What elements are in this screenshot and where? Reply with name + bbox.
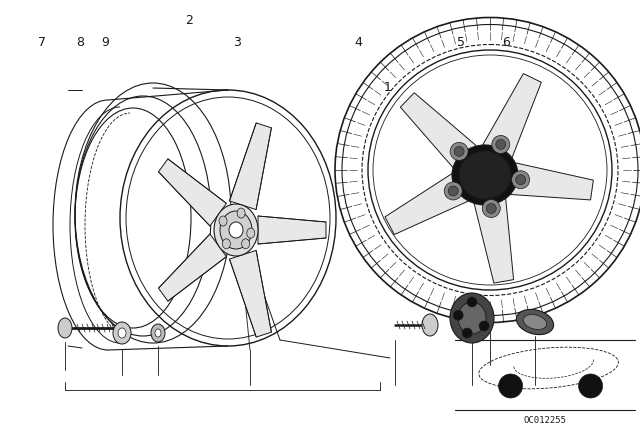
Circle shape: [492, 135, 510, 154]
Ellipse shape: [516, 310, 554, 335]
Circle shape: [496, 139, 506, 150]
Polygon shape: [511, 163, 593, 200]
Polygon shape: [159, 159, 227, 226]
Text: 6: 6: [502, 36, 509, 49]
Ellipse shape: [113, 322, 131, 344]
Ellipse shape: [242, 239, 250, 249]
Polygon shape: [230, 250, 271, 337]
Text: 9: 9: [102, 36, 109, 49]
Circle shape: [444, 182, 462, 200]
Ellipse shape: [422, 314, 438, 336]
Ellipse shape: [155, 329, 161, 337]
Circle shape: [448, 186, 458, 196]
Circle shape: [479, 321, 489, 331]
Circle shape: [516, 175, 525, 185]
Circle shape: [511, 171, 530, 189]
Ellipse shape: [459, 151, 511, 199]
Text: 7: 7: [38, 36, 45, 49]
Circle shape: [453, 310, 463, 320]
Text: 8: 8: [76, 36, 84, 49]
Ellipse shape: [452, 145, 518, 205]
Polygon shape: [258, 216, 326, 244]
Text: 3: 3: [233, 36, 241, 49]
Circle shape: [486, 203, 496, 214]
Polygon shape: [474, 198, 514, 283]
Ellipse shape: [458, 302, 486, 334]
Ellipse shape: [247, 228, 255, 238]
Text: 4: 4: [355, 36, 362, 49]
Polygon shape: [401, 93, 476, 168]
Ellipse shape: [222, 239, 230, 249]
Ellipse shape: [229, 222, 243, 238]
Ellipse shape: [151, 324, 165, 342]
Ellipse shape: [118, 328, 126, 338]
Circle shape: [454, 146, 464, 156]
Circle shape: [579, 374, 603, 398]
Polygon shape: [230, 123, 271, 210]
Ellipse shape: [450, 293, 494, 343]
Text: 1: 1: [383, 81, 391, 94]
Ellipse shape: [219, 216, 227, 226]
Text: 5: 5: [457, 36, 465, 49]
Circle shape: [483, 199, 500, 217]
Text: OC012255: OC012255: [524, 415, 566, 425]
Circle shape: [467, 297, 477, 307]
Polygon shape: [385, 173, 468, 235]
Ellipse shape: [214, 204, 258, 256]
Text: 2: 2: [185, 13, 193, 27]
Ellipse shape: [524, 314, 547, 329]
Circle shape: [499, 374, 523, 398]
Polygon shape: [159, 234, 227, 301]
Ellipse shape: [220, 211, 252, 249]
Ellipse shape: [58, 318, 72, 338]
Ellipse shape: [237, 208, 245, 218]
Circle shape: [462, 328, 472, 338]
Polygon shape: [483, 73, 541, 159]
Circle shape: [450, 142, 468, 160]
